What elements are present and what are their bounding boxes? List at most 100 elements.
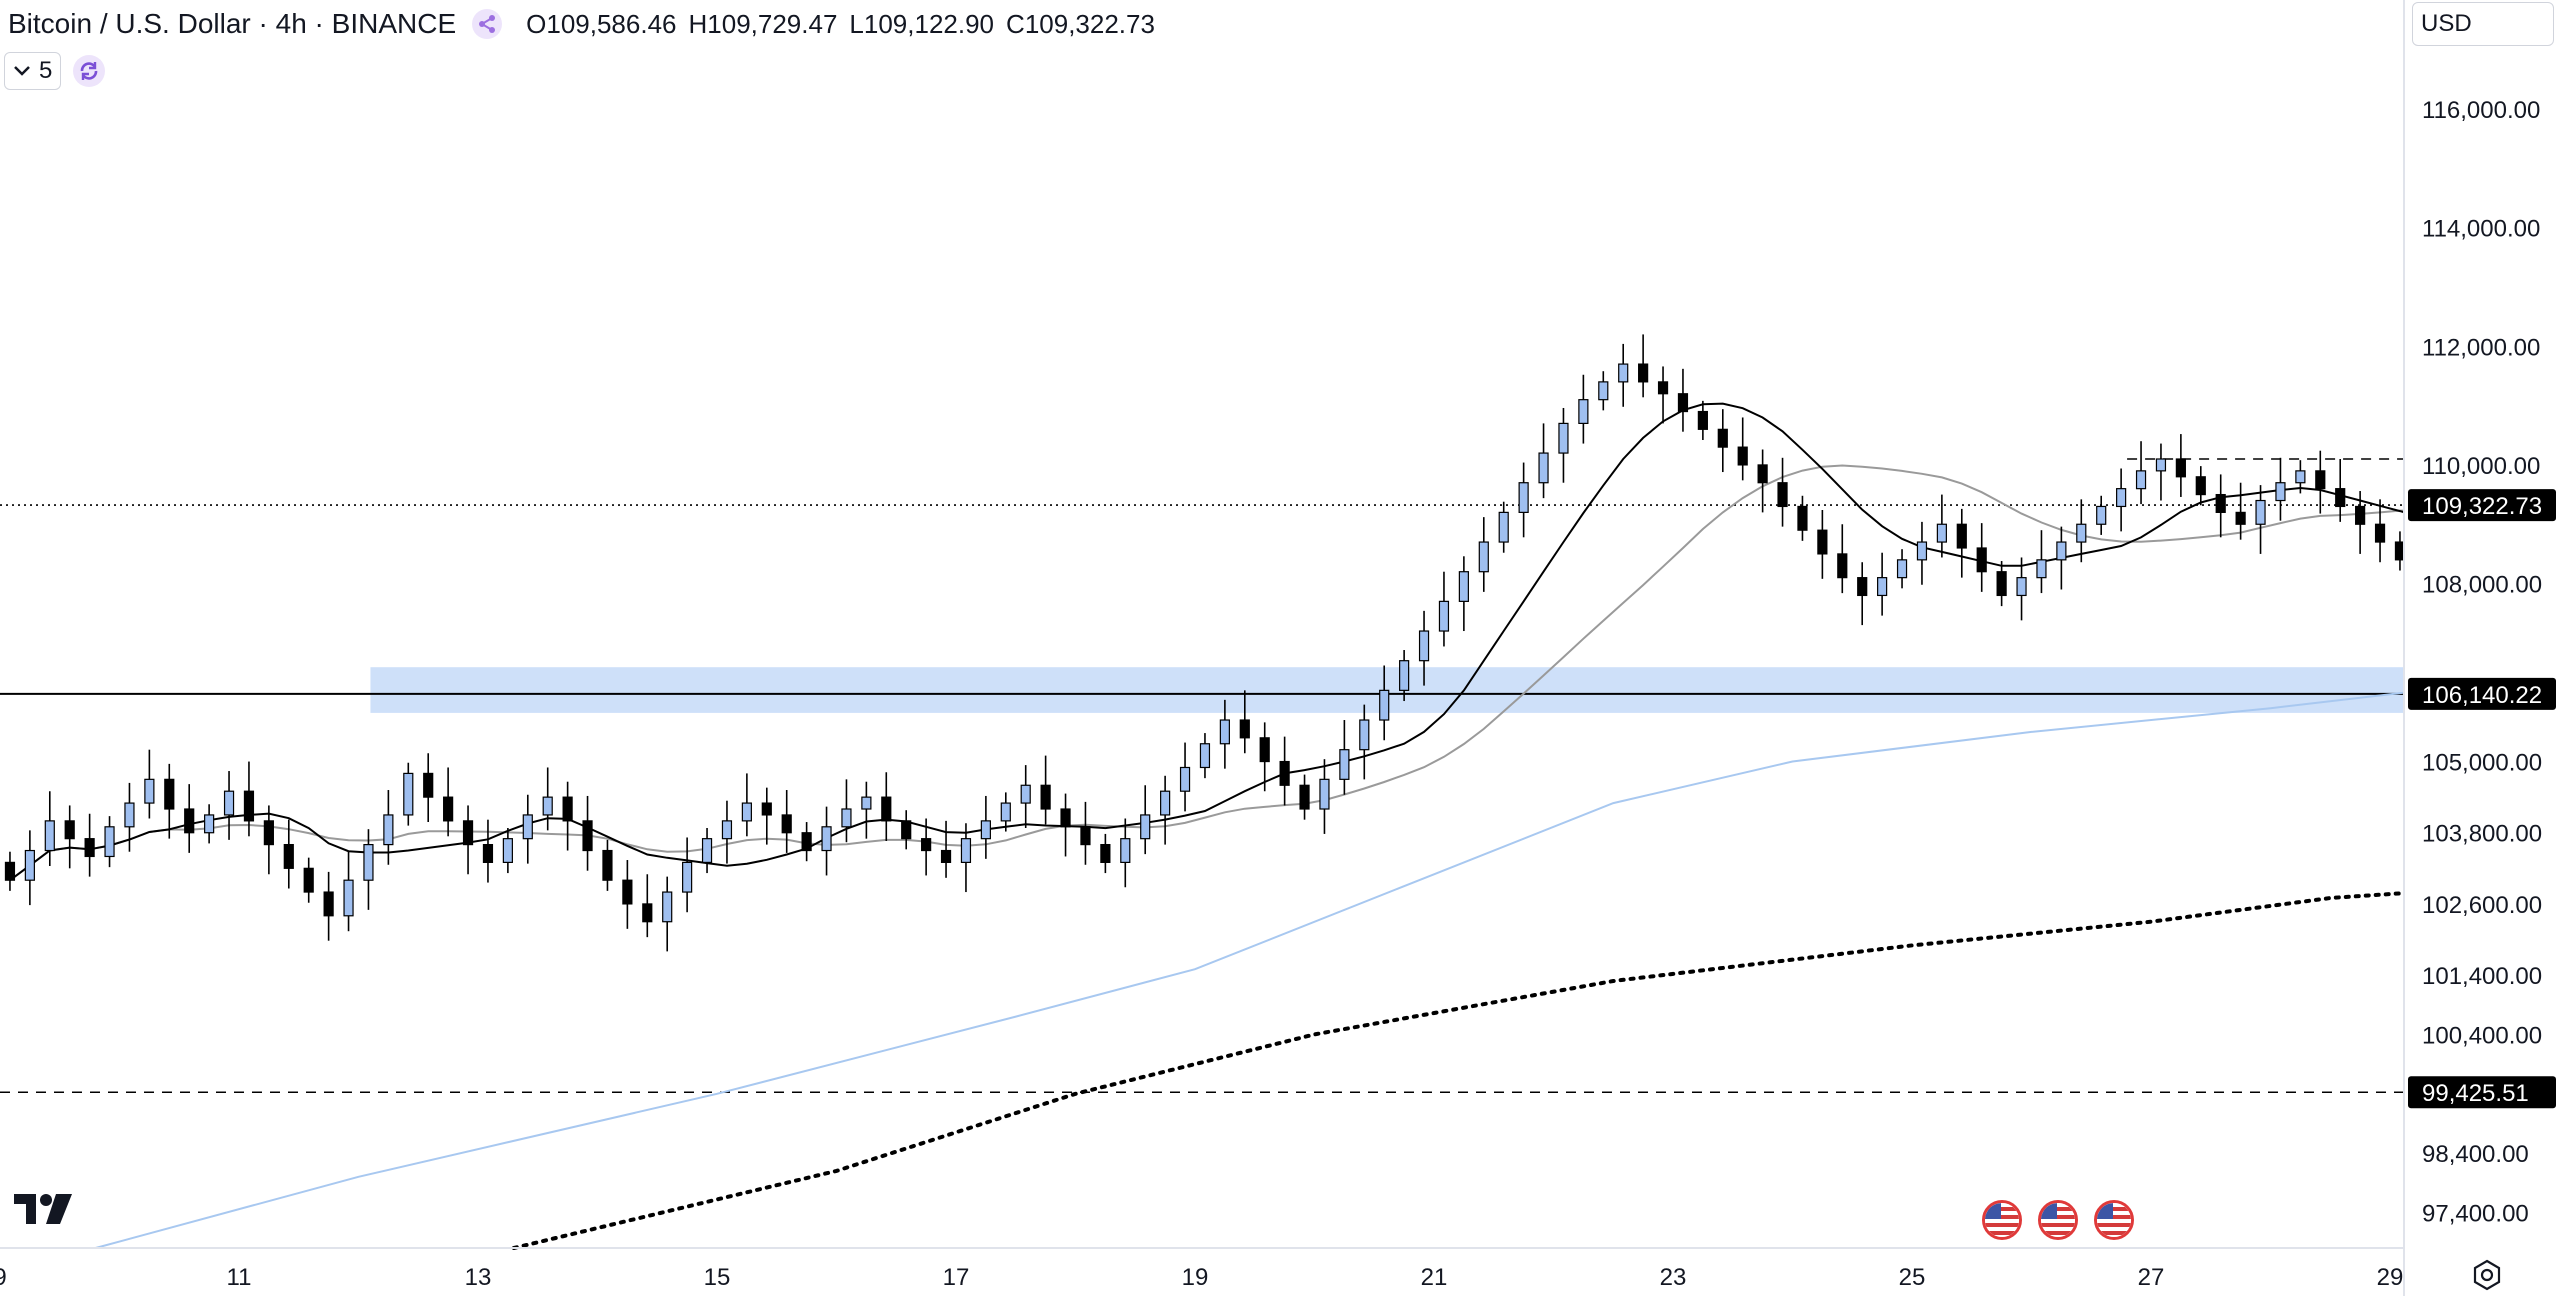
candle [124, 782, 135, 852]
candle-body [940, 849, 952, 863]
candle [1757, 449, 1768, 513]
candle [1797, 495, 1808, 541]
settings-icon[interactable] [2470, 1258, 2504, 1292]
ohlc-high: 109,729.47 [707, 8, 838, 39]
candle [1578, 374, 1589, 444]
candle-body [2295, 470, 2306, 484]
candle-body [1319, 778, 1330, 810]
candle [2335, 458, 2346, 522]
currency-select[interactable]: USD [2412, 2, 2554, 46]
candle-body [1737, 446, 1748, 466]
candle-body [4, 861, 16, 881]
candle [184, 784, 195, 853]
candle-body [2135, 470, 2147, 490]
candle-body [1160, 790, 1171, 816]
candle-body [622, 879, 633, 905]
candle-body [901, 820, 912, 840]
candle-body [1080, 826, 1091, 846]
candle [622, 860, 633, 929]
ohlc-key: H [688, 8, 708, 39]
candle [701, 827, 713, 874]
price-tick-label: 98,400.00 [2422, 1141, 2529, 1168]
time-tick-label: 11 [227, 1264, 252, 1291]
candle-body [1239, 719, 1250, 739]
candle-body [1717, 428, 1728, 448]
ohlc-key: O [526, 8, 547, 39]
tradingview-logo[interactable] [14, 1192, 74, 1226]
candle-body [1478, 541, 1489, 573]
symbol-title[interactable]: Bitcoin / U.S. Dollar · 4h · BINANCE [8, 8, 457, 39]
us-flag-icon[interactable] [2094, 1200, 2134, 1240]
price-tick-label: 97,400.00 [2422, 1200, 2529, 1227]
candle-body [1438, 600, 1450, 632]
candle [2056, 526, 2067, 590]
candle [2016, 557, 2027, 621]
candle [1458, 556, 1469, 632]
candle [2096, 495, 2107, 535]
candle [1160, 775, 1171, 845]
candle-body [1518, 482, 1529, 513]
candle [164, 763, 175, 839]
candle-body [502, 838, 513, 863]
candle [542, 767, 553, 831]
candle-body [1000, 802, 1011, 822]
candle [960, 823, 972, 893]
candle [502, 827, 513, 874]
candle-body [1558, 422, 1569, 454]
candle-body [761, 802, 772, 816]
candle-body [2036, 559, 2047, 579]
candle [662, 876, 673, 952]
indicators-toggle-button[interactable]: 5 [4, 52, 62, 90]
candle [2076, 499, 2087, 563]
candle-body [24, 849, 35, 881]
price-tick-label: 110,000.00 [2422, 453, 2540, 480]
candle-body [642, 903, 653, 923]
candle-body [1219, 719, 1230, 745]
candle [1120, 818, 1131, 888]
candle-body [1657, 381, 1669, 395]
candle [1199, 733, 1211, 779]
candle-body [1199, 743, 1211, 769]
candle [1020, 765, 1031, 828]
ma-fast-line [9, 402, 2560, 882]
candle [1418, 610, 1430, 686]
candle [1339, 720, 1350, 795]
candle-body [1578, 399, 1589, 425]
sync-icon[interactable] [73, 55, 106, 87]
candle [2275, 457, 2286, 521]
candle [84, 813, 95, 877]
ohlc-low: 109,122.90 [863, 8, 995, 39]
candle [781, 790, 792, 853]
us-flag-icon[interactable] [1982, 1200, 2022, 1240]
candle [263, 805, 274, 875]
price-tick-label: 114,000.00 [2422, 216, 2540, 243]
us-flag-icon[interactable] [2038, 1200, 2078, 1240]
price-tick-label: 102,600.00 [2422, 892, 2542, 919]
candle-body [2076, 523, 2087, 543]
candle-body [303, 867, 314, 893]
share-icon[interactable] [472, 9, 503, 39]
candle [761, 787, 772, 845]
candle-body [462, 820, 474, 846]
economic-events [1982, 1200, 2134, 1240]
candle [1100, 833, 1111, 874]
candle [1976, 523, 1987, 592]
candle [482, 819, 494, 883]
candle-body [1598, 381, 1609, 401]
candle-body [2016, 577, 2027, 597]
candle-body [2175, 458, 2186, 478]
candle [1438, 571, 1450, 647]
candle [363, 829, 374, 910]
candle-body [184, 808, 195, 834]
chevron-down-icon [14, 66, 30, 76]
candle-body [602, 849, 613, 881]
candle [1319, 759, 1330, 834]
ohlc-open: 109,586.46 [546, 8, 677, 39]
time-tick-label: 15 [704, 1264, 731, 1291]
candle-body [1936, 523, 1947, 543]
candle-body [1179, 766, 1191, 792]
candle-body [1379, 689, 1390, 721]
candle-body [1976, 547, 1987, 573]
candle-body [542, 796, 553, 816]
